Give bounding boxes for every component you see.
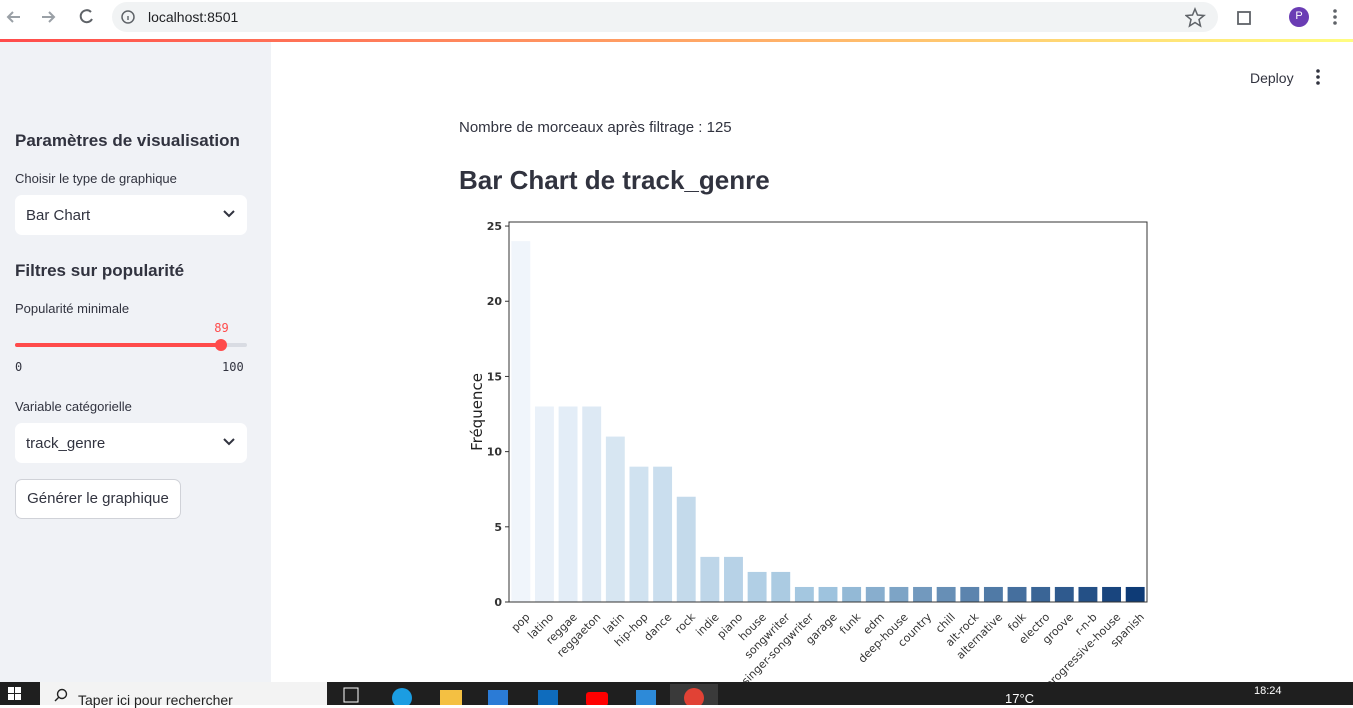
- bar: [1102, 586, 1122, 602]
- slider-fill: [15, 343, 222, 347]
- temperature: 17°C: [1005, 691, 1035, 706]
- browser-icons: [1185, 7, 1337, 28]
- bar: [1054, 586, 1074, 602]
- select-value: track_genre: [26, 435, 106, 452]
- slider-value: 89: [214, 321, 229, 335]
- bar: [936, 586, 956, 602]
- bar: [865, 586, 885, 602]
- sidebar: [0, 42, 271, 682]
- url: localhost:8501: [148, 9, 239, 25]
- bar: [913, 586, 932, 602]
- slider-min: 0: [15, 360, 23, 374]
- chart-type-select[interactable]: Bar Chart: [15, 195, 247, 235]
- sidebar-heading: Paramètres de visualisation: [15, 131, 240, 150]
- bar: [818, 586, 838, 602]
- nav-buttons: [6, 9, 93, 24]
- bar: [794, 586, 814, 602]
- y-tick-label: 0: [494, 596, 502, 609]
- bar: [676, 496, 696, 602]
- select-label: Choisir le type de graphique: [15, 171, 177, 186]
- search-icon: [54, 688, 68, 702]
- taskbar-apps: [343, 684, 718, 705]
- x-tick-label: dance: [641, 610, 674, 643]
- y-tick-label: 25: [487, 220, 502, 233]
- bar: [700, 556, 720, 602]
- bar: [653, 466, 673, 602]
- header-decoration: [0, 39, 1353, 42]
- bar: [605, 436, 625, 602]
- y-axis-label: Fréquence: [468, 373, 486, 451]
- taskbar: 17°C 18:24: [0, 682, 1353, 706]
- y-tick-label: 15: [487, 370, 502, 383]
- bar: [842, 586, 862, 602]
- x-tick-label: rock: [672, 610, 698, 636]
- bar: [1078, 586, 1098, 602]
- slider-max: 100: [222, 360, 244, 374]
- search-placeholder: Taper ici pour rechercher: [78, 692, 233, 708]
- chevron: [223, 438, 235, 446]
- generate-button[interactable]: Générer le graphique: [15, 479, 181, 519]
- bar: [724, 556, 743, 602]
- select-label: Variable catégorielle: [15, 399, 132, 414]
- y-tick-label: 10: [487, 446, 503, 459]
- bar-chart: poplatinoreggaereggaetonlatinhip-hopdanc…: [468, 220, 1148, 682]
- y-tick-label: 5: [494, 521, 502, 534]
- bar: [629, 466, 649, 602]
- info-icon: [121, 10, 135, 24]
- start-button[interactable]: [8, 687, 22, 701]
- chart-heading: Bar Chart de track_genre: [459, 165, 770, 195]
- bar: [1125, 586, 1145, 602]
- bar: [1007, 586, 1027, 602]
- clock: 18:24: [1254, 685, 1282, 697]
- bar: [889, 586, 909, 602]
- address-bar[interactable]: [112, 2, 1218, 32]
- slider-thumb[interactable]: [215, 339, 228, 351]
- bar: [771, 571, 791, 602]
- deploy-button[interactable]: Deploy: [1250, 70, 1294, 86]
- bar: [582, 406, 602, 602]
- y-tick-label: 20: [487, 295, 503, 308]
- slider-label: Popularité minimale: [15, 301, 130, 316]
- bar: [1031, 586, 1051, 602]
- bar: [511, 241, 531, 602]
- taskbar-search[interactable]: Taper ici pour rechercher: [40, 682, 327, 708]
- count-text: Nombre de morceaux après filtrage : 125: [459, 119, 732, 136]
- plot-frame: [508, 221, 1148, 603]
- variable-select[interactable]: track_genre: [15, 423, 247, 463]
- select-value: Bar Chart: [26, 207, 91, 224]
- bar: [747, 571, 767, 602]
- browser-toolbar: localhost:8501 P: [0, 0, 1353, 36]
- bar: [983, 586, 1003, 602]
- sidebar-heading: Filtres sur popularité: [15, 261, 185, 280]
- bar: [534, 406, 554, 602]
- x-tick-label: funk: [837, 610, 864, 637]
- profile-initial: P: [1295, 10, 1303, 22]
- chevron: [223, 210, 235, 218]
- bar: [558, 406, 578, 602]
- menu-button[interactable]: [1312, 68, 1324, 86]
- bar: [960, 586, 980, 602]
